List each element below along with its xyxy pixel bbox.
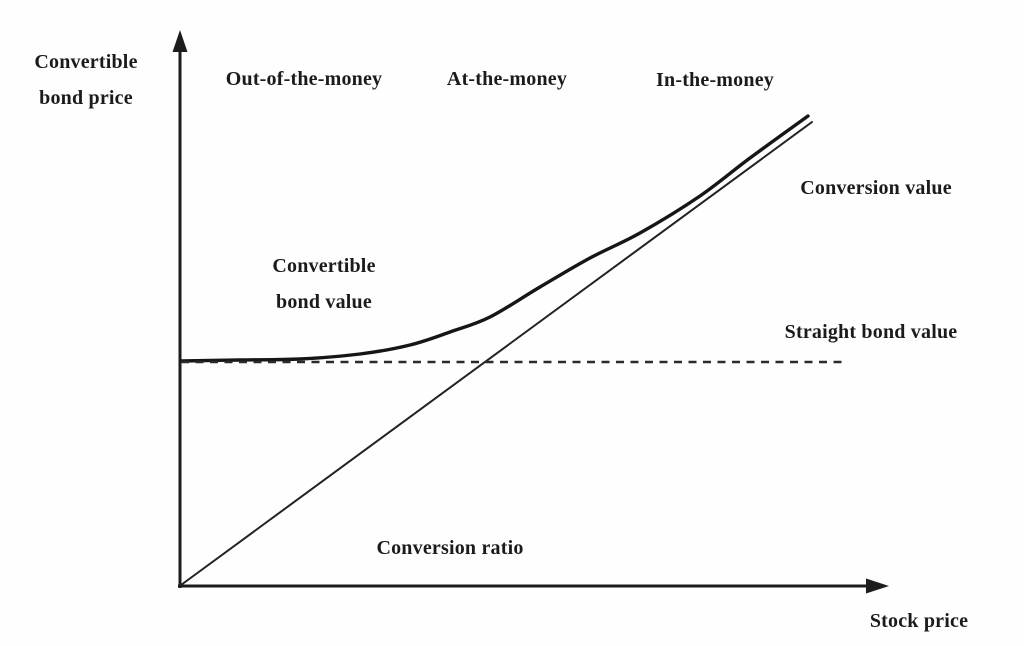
annotation-convertible-bond-value-line1: Convertible [272,255,376,277]
y-axis-title-line2: bond price [39,87,133,109]
series-convertible-bond-value [179,114,810,363]
annotation-straight-bond-value: Straight bond value [784,321,958,343]
annotation-conversion-value: Conversion value [800,177,952,199]
series-group [179,114,843,586]
annotation-convertible-bond-value-line2: bond value [276,291,372,313]
y-axis-arrowhead-icon [172,30,188,52]
y-axis-title: Convertible bond price [34,51,137,110]
x-axis-arrowhead-icon [866,578,889,594]
x-axis-title: Stock price [869,610,969,632]
region-label-out-of-the-money: Out-of-the-money [225,68,383,90]
region-label-in-the-money: In-the-money [656,69,774,91]
annotation-conversion-ratio: Conversion ratio [376,537,524,559]
region-label-at-the-money: At-the-money [446,68,568,90]
y-axis-title-line1: Convertible [34,51,138,73]
series-conversion-value [180,121,813,586]
annotation-convertible-bond-value: Convertible bond value [272,255,375,314]
